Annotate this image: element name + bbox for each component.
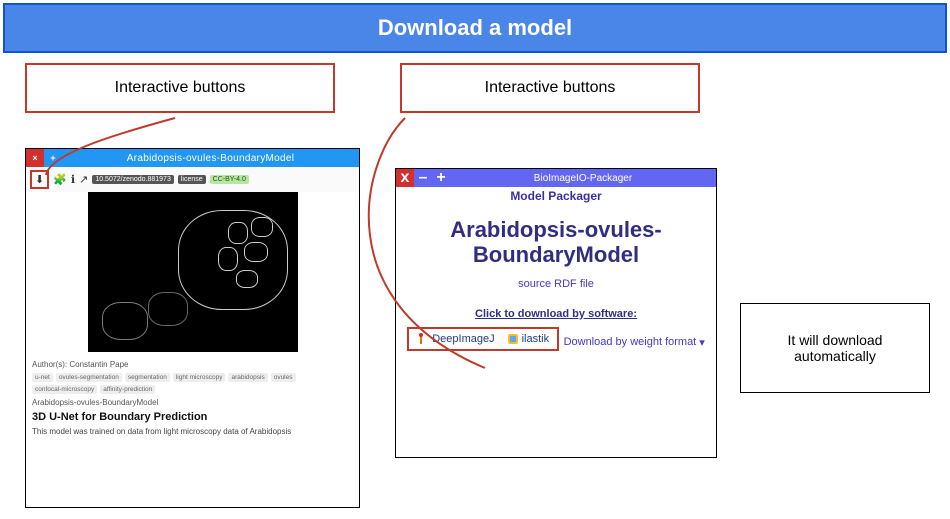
label-interactive-left: Interactive buttons bbox=[25, 63, 335, 113]
chevron-down-icon: ▾ bbox=[699, 336, 705, 349]
software-download-row: DeepImageJ ilastik bbox=[407, 327, 559, 351]
window-header: × + Arabidopsis-ovules-BoundaryModel bbox=[26, 149, 359, 167]
keyword-row: u-net ovules-segmentation segmentation l… bbox=[32, 373, 353, 394]
license-label: license bbox=[178, 175, 206, 184]
weight-format-dropdown[interactable]: Download by weight format ▾ bbox=[564, 336, 705, 349]
close-icon[interactable]: x bbox=[396, 169, 414, 187]
click-download-label: Click to download by software: bbox=[396, 308, 716, 320]
keyword-tag[interactable]: ovules-segmentation bbox=[56, 373, 122, 382]
note-download-auto: It will download automatically bbox=[740, 303, 930, 393]
maximize-icon[interactable]: + bbox=[432, 169, 450, 187]
deepimagej-icon bbox=[417, 333, 429, 345]
keyword-tag[interactable]: ovules bbox=[271, 373, 296, 382]
model-card-window: × + Arabidopsis-ovules-BoundaryModel ⬇ 🧩… bbox=[25, 148, 360, 508]
model-heading: 3D U-Net for Boundary Prediction bbox=[32, 411, 353, 423]
keyword-tag[interactable]: light microscopy bbox=[173, 373, 226, 382]
packager-title: BioImageIO-Packager bbox=[450, 173, 716, 184]
keyword-tag[interactable]: segmentation bbox=[125, 373, 170, 382]
info-icon[interactable]: ℹ bbox=[71, 173, 75, 186]
packager-header: x – + BioImageIO-Packager bbox=[396, 169, 716, 187]
ilastik-button[interactable]: ilastik bbox=[507, 333, 550, 345]
deepimagej-button[interactable]: DeepImageJ bbox=[417, 333, 494, 345]
model-preview-image bbox=[88, 192, 298, 352]
packager-model-name: Arabidopsis-ovules-BoundaryModel bbox=[426, 217, 686, 268]
ilastik-icon bbox=[507, 333, 519, 345]
deepimagej-label: DeepImageJ bbox=[432, 333, 494, 345]
keyword-tag[interactable]: arabidopsis bbox=[228, 373, 267, 382]
add-icon[interactable]: + bbox=[44, 149, 62, 167]
model-body: Author(s): Constantin Pape u-net ovules-… bbox=[26, 352, 359, 440]
share-icon[interactable]: ↗ bbox=[79, 173, 88, 186]
close-icon[interactable]: × bbox=[26, 149, 44, 167]
download-button[interactable]: ⬇ bbox=[30, 170, 49, 189]
ilastik-label: ilastik bbox=[522, 333, 550, 345]
download-icon: ⬇ bbox=[35, 173, 44, 186]
license-badge: CC-BY-4.0 bbox=[210, 175, 249, 184]
window-title: Arabidopsis-ovules-BoundaryModel bbox=[62, 153, 359, 164]
model-author: Author(s): Constantin Pape bbox=[32, 360, 353, 369]
packager-subtitle: Model Packager bbox=[396, 189, 716, 203]
keyword-tag[interactable]: confocal-microscopy bbox=[32, 385, 97, 394]
packager-window: x – + BioImageIO-Packager Model Packager… bbox=[395, 168, 717, 458]
keyword-tag[interactable]: affinity-prediction bbox=[100, 385, 155, 394]
weight-format-label: Download by weight format bbox=[564, 336, 697, 348]
model-description: This model was trained on data from ligh… bbox=[32, 427, 353, 436]
model-subtitle: Arabidopsis-ovules-BoundaryModel bbox=[32, 398, 353, 407]
doi-badge: 10.5072/zenodo.881973 bbox=[92, 175, 174, 184]
app-icon[interactable]: 🧩 bbox=[53, 173, 67, 186]
source-rdf-link[interactable]: source RDF file bbox=[518, 278, 594, 290]
model-toolbar: ⬇ 🧩 ℹ ↗ 10.5072/zenodo.881973 license CC… bbox=[26, 167, 359, 192]
page-title: Download a model bbox=[3, 3, 947, 53]
minimize-icon[interactable]: – bbox=[414, 169, 432, 187]
label-interactive-right: Interactive buttons bbox=[400, 63, 700, 113]
keyword-tag[interactable]: u-net bbox=[32, 373, 53, 382]
